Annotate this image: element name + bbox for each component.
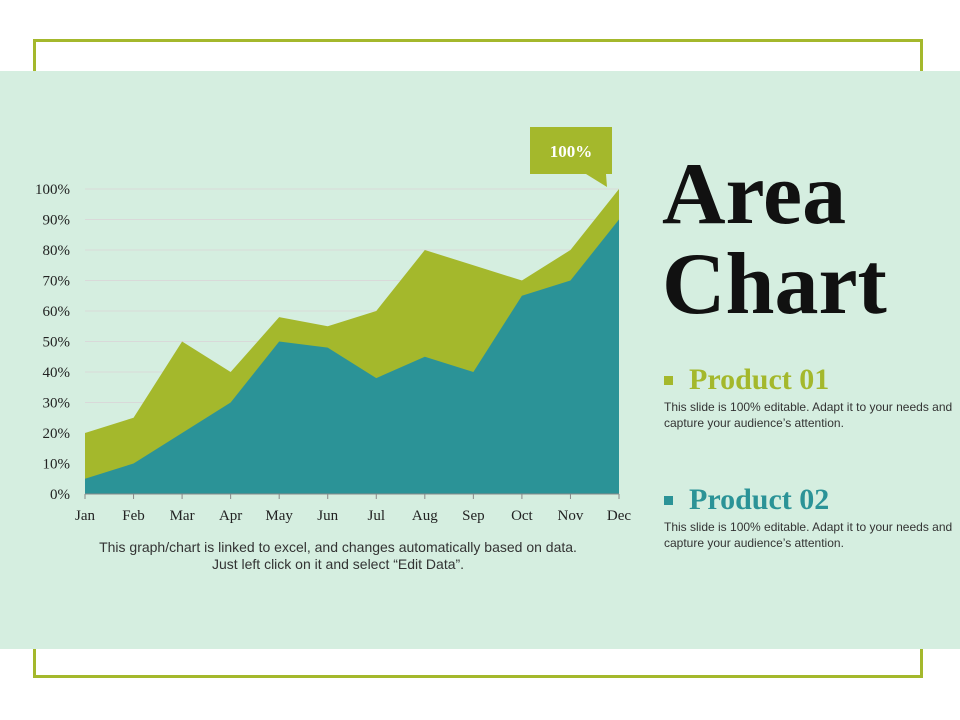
- x-tick-label: Dec: [607, 508, 631, 524]
- x-tick-label: Jul: [368, 508, 386, 524]
- legend-description: This slide is 100% editable. Adapt it to…: [664, 520, 953, 550]
- legend-description: This slide is 100% editable. Adapt it to…: [664, 400, 953, 430]
- x-tick-label: May: [265, 508, 293, 524]
- area-product-02: [85, 219, 619, 494]
- title-line-1: Area: [662, 146, 847, 243]
- y-tick-label: 70%: [43, 274, 71, 290]
- legend-product-01: Product 01 This slide is 100% editable. …: [664, 363, 954, 431]
- x-tick-label: Nov: [558, 508, 584, 524]
- bullet-icon: [664, 495, 673, 505]
- y-tick-label: 60%: [43, 304, 71, 320]
- y-tick-label: 0%: [50, 487, 70, 503]
- x-tick-label: Jan: [75, 508, 95, 524]
- callout-bubble: [530, 127, 612, 187]
- x-tick-label: Jun: [317, 508, 338, 524]
- chart-note: This graph/chart is linked to excel, and…: [99, 539, 577, 572]
- legend-name: Product 02: [689, 483, 830, 516]
- x-tick-label: Sep: [462, 508, 485, 524]
- y-tick-label: 90%: [43, 213, 71, 229]
- title-line-2: Chart: [662, 236, 887, 333]
- slide-title: Area Chart: [662, 150, 952, 330]
- y-tick-label: 80%: [43, 243, 71, 259]
- callout-label: 100%: [550, 142, 593, 161]
- x-tick-label: Oct: [511, 508, 533, 524]
- x-tick-label: Feb: [122, 508, 145, 524]
- y-tick-label: 20%: [43, 426, 71, 442]
- y-tick-label: 50%: [43, 335, 71, 351]
- area-series: [85, 189, 619, 494]
- y-tick-label: 10%: [43, 457, 71, 473]
- value-callout: 100%: [530, 127, 612, 187]
- legend-name: Product 01: [689, 363, 830, 396]
- x-tick-label: Apr: [219, 508, 242, 524]
- y-tick-label: 30%: [43, 396, 71, 412]
- x-tick-label: Aug: [412, 508, 438, 524]
- bullet-icon: [664, 375, 673, 385]
- x-tick-label: Mar: [170, 508, 195, 524]
- y-tick-label: 40%: [43, 365, 71, 381]
- y-tick-label: 100%: [35, 182, 70, 198]
- legend-product-02: Product 02 This slide is 100% editable. …: [664, 483, 954, 551]
- axes: 0% 10% 20% 30% 40% 50% 60% 70% 80% 90% 100% Jan Feb M…: [35, 182, 631, 524]
